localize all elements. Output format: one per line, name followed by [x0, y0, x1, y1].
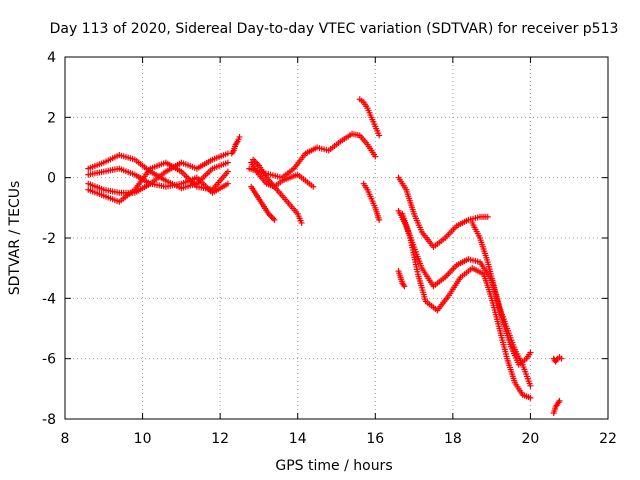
plot-frame [64, 56, 609, 420]
data-point [527, 382, 534, 389]
data-point [224, 168, 231, 175]
series-s8 [250, 156, 305, 226]
data-point [224, 159, 231, 166]
x-tick-label: 8 [61, 431, 70, 447]
series-s15 [469, 219, 534, 368]
series-s13 [395, 207, 534, 389]
axis-ticks [64, 56, 609, 420]
x-tick-label: 20 [522, 431, 540, 447]
x-axis-label: GPS time / hours [275, 458, 392, 474]
x-tick-label: 12 [211, 431, 229, 447]
data-point [527, 349, 534, 356]
series-s18 [550, 397, 563, 416]
data-series [85, 96, 565, 416]
series-s4 [85, 174, 231, 196]
chart-title: Day 113 of 2020, Sidereal Day-to-day VTE… [50, 21, 619, 37]
series-s11 [360, 180, 383, 223]
y-tick-label: -8 [42, 412, 56, 428]
series-s2 [85, 159, 231, 205]
data-point [224, 180, 231, 187]
data-point [558, 355, 565, 362]
data-point [556, 397, 563, 404]
y-tick-label: -2 [42, 231, 56, 247]
x-tick-label: 14 [289, 431, 307, 447]
x-tick-label: 18 [444, 431, 462, 447]
y-tick-label: -6 [42, 352, 56, 368]
x-tick-labels: 8 10 12 14 16 18 20 22 [61, 431, 617, 447]
grid-lines [65, 57, 608, 419]
series-s16 [395, 268, 408, 290]
data-point [527, 394, 534, 401]
data-point [236, 133, 243, 140]
data-point [484, 213, 491, 220]
data-point [372, 153, 379, 160]
y-tick-label: 0 [47, 171, 56, 187]
y-tick-label: 4 [47, 50, 56, 66]
data-point [376, 132, 383, 139]
x-tick-label: 22 [599, 431, 617, 447]
y-tick-labels: -8 -6 -4 -2 0 2 4 [42, 50, 56, 428]
series-s10 [356, 96, 383, 139]
data-point [310, 183, 317, 190]
y-tick-label: 2 [47, 110, 56, 126]
series-s6 [246, 130, 379, 181]
x-tick-label: 10 [134, 431, 152, 447]
series-s14 [399, 210, 534, 401]
data-point [298, 219, 305, 226]
y-tick-label: -4 [42, 291, 56, 307]
series-s12 [395, 174, 491, 251]
data-point [401, 283, 408, 290]
series-s17 [550, 354, 565, 365]
series-s9 [248, 183, 278, 223]
data-point [376, 216, 383, 223]
x-tick-label: 16 [366, 431, 384, 447]
series-s3 [85, 150, 231, 187]
series-s5 [228, 133, 243, 157]
y-axis-label: SDTVAR / TECUs [7, 181, 23, 296]
data-point [271, 216, 278, 223]
